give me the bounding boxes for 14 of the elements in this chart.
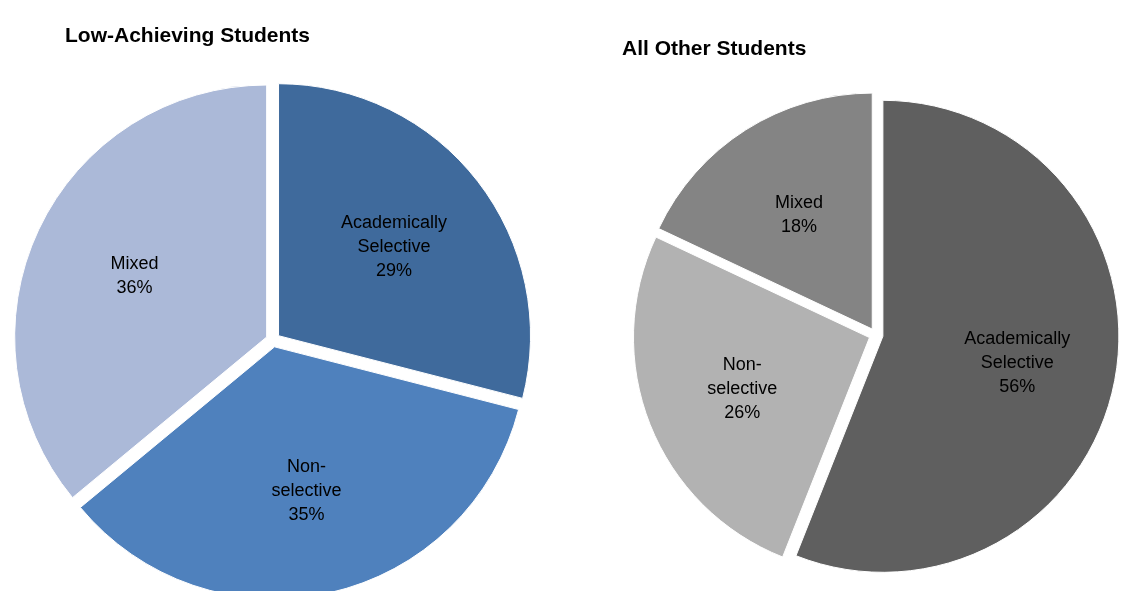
data-label: 36% — [116, 277, 153, 298]
data-label: 35% — [288, 503, 325, 524]
chart-title: Low-Achieving Students — [65, 23, 311, 46]
slice-label: Academically Selective — [341, 212, 448, 257]
slice-label: Academically Selective — [964, 328, 1071, 373]
slice-label: Mixed — [774, 191, 823, 212]
slice-label: Non-selective — [271, 455, 342, 500]
chart-title: All Other Students — [622, 36, 807, 59]
data-label: 29% — [376, 260, 413, 281]
slice-label: Mixed — [110, 253, 159, 274]
data-label: 56% — [999, 376, 1036, 397]
data-label: 18% — [780, 215, 817, 236]
slice-label: Non-selective — [707, 354, 778, 399]
data-label: 26% — [724, 402, 761, 423]
